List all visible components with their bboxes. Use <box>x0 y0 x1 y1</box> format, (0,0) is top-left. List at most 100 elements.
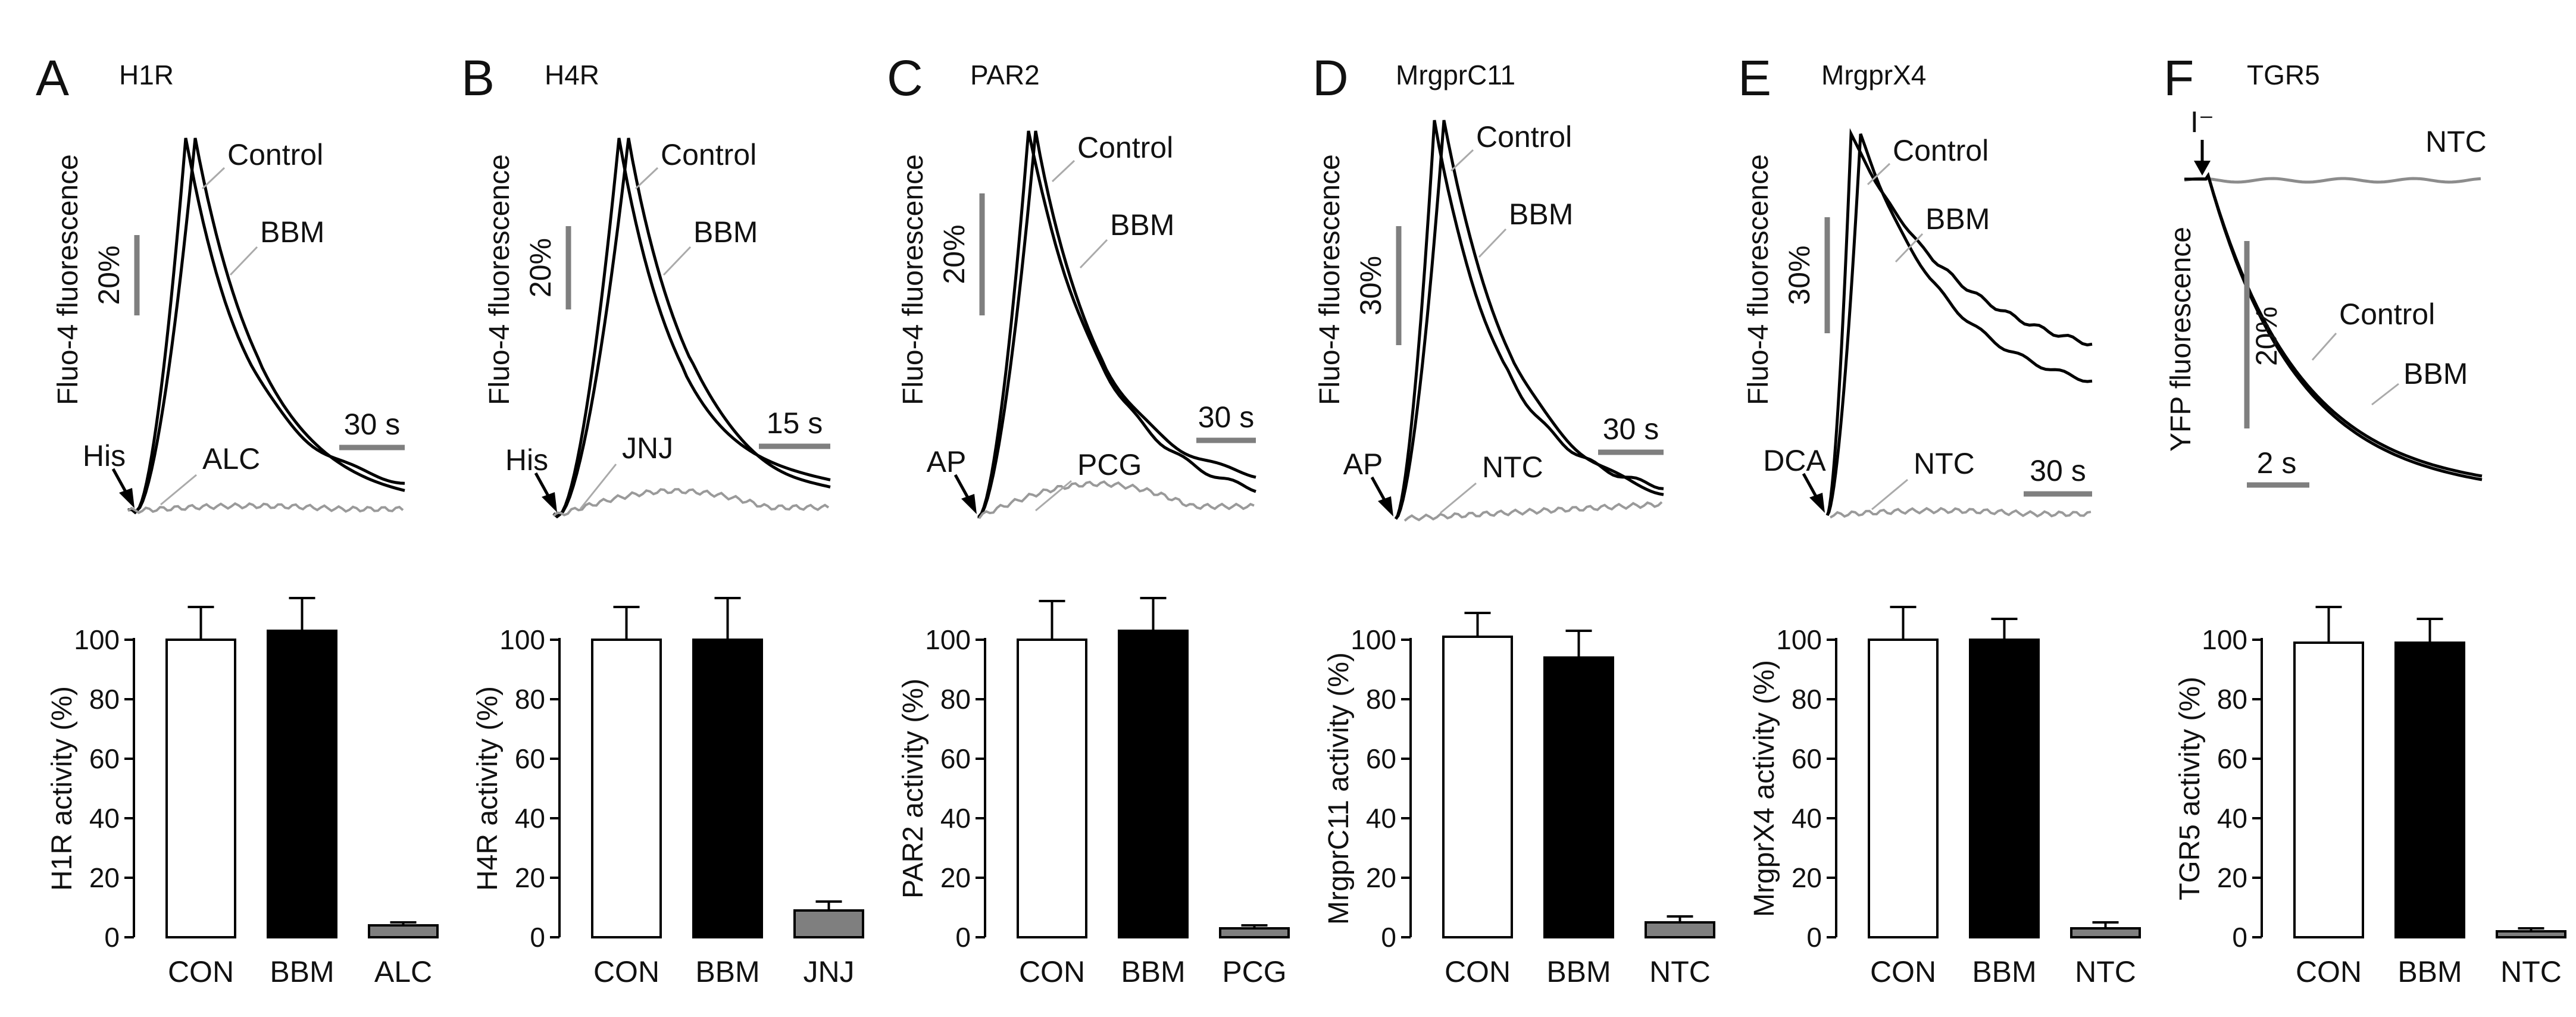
control-leader <box>1450 149 1474 172</box>
x-scale-label: 2 s <box>2257 446 2297 480</box>
category-label: BBM <box>2397 955 2462 988</box>
bar-con <box>165 639 236 938</box>
panel-title: H1R <box>119 60 174 90</box>
antagonist-leader <box>1035 480 1072 512</box>
stimulus-label: His <box>83 439 126 472</box>
trace-line-bbm <box>552 137 831 519</box>
trace-line-control <box>1825 128 2093 516</box>
bar-ntc <box>2070 927 2141 938</box>
y-tick-label: 80 <box>515 684 545 715</box>
trace-line-bbm <box>1825 133 2093 517</box>
y-scale-label: 20% <box>92 245 126 305</box>
trace-y-axis-title: Fluo-4 fluorescence <box>484 154 515 405</box>
bar-chart-a: 0 20 40 60 80 100 H1R activity (%) CON BBM ALC <box>46 597 439 988</box>
y-tick-label: 60 <box>1366 743 1396 774</box>
bbm-label: BBM <box>1509 198 1573 231</box>
antagonist-label: JNJ <box>622 431 673 465</box>
category-label: CON <box>1445 955 1511 988</box>
bbm-label: BBM <box>693 215 758 249</box>
panel-title: PAR2 <box>970 60 1040 90</box>
bbm-leader <box>662 246 692 276</box>
bar-bbm <box>692 639 763 938</box>
stimulus-arrowhead <box>1378 496 1393 517</box>
antagonist-label: ALC <box>202 442 260 475</box>
stimulus-arrowhead <box>119 488 135 508</box>
trace-panel-b: B H4R 20% 15 s Fluo-4 fluorescence His Control… <box>461 50 831 519</box>
x-scale-label: 15 s <box>767 406 823 440</box>
y-tick-label: 0 <box>104 922 120 953</box>
trace-line-control <box>2184 172 2483 478</box>
bbm-leader <box>1478 228 1507 258</box>
control-leader <box>201 167 226 190</box>
category-label: CON <box>1870 955 1936 988</box>
category-label: BBM <box>695 955 759 988</box>
bar-y-axis-title: H4R activity (%) <box>472 686 504 891</box>
antagonist-leader <box>160 474 197 506</box>
trace-y-axis-title: Fluo-4 fluorescence <box>1743 154 1774 405</box>
y-tick-label: 100 <box>499 624 545 655</box>
bar-y-axis-title: TGR5 activity (%) <box>2174 677 2206 900</box>
x-scale-label: 30 s <box>1198 400 1255 434</box>
bar-y-axis-title: MrgprC11 activity (%) <box>1323 652 1355 925</box>
y-tick-label: 0 <box>1806 922 1822 953</box>
trace-line-bbm <box>127 137 405 515</box>
stimulus-label: His <box>505 443 548 477</box>
y-tick-label: 20 <box>940 862 971 893</box>
y-tick-label: 20 <box>1792 862 1822 893</box>
y-tick-label: 0 <box>955 922 971 953</box>
category-label: CON <box>593 955 659 988</box>
y-tick-label: 40 <box>1366 803 1396 834</box>
y-tick-label: 80 <box>1792 684 1822 715</box>
bbm-label: BBM <box>1110 208 1174 242</box>
bar-y-axis-title: MrgprX4 activity (%) <box>1749 660 1780 917</box>
panel-title: H4R <box>545 60 599 90</box>
trace-panel-a: A H1R 20% 30 s Fluo-4 fluorescence His Control… <box>36 50 405 515</box>
y-tick-label: 40 <box>2217 803 2247 834</box>
control-label: Control <box>2339 298 2435 331</box>
y-tick-label: 0 <box>530 922 545 953</box>
stimulus-arrowhead <box>1809 493 1825 513</box>
bar-con <box>591 639 662 938</box>
trace-y-axis-title: Fluo-4 fluorescence <box>898 154 929 405</box>
stimulus-arrowhead <box>542 492 557 512</box>
y-tick-label: 100 <box>74 624 120 655</box>
y-tick-label: 60 <box>1792 743 1822 774</box>
y-tick-label: 100 <box>1776 624 1822 655</box>
category-label: NTC <box>1649 955 1711 988</box>
x-scale-label: 30 s <box>2030 454 2086 487</box>
panel-letter: B <box>461 50 495 106</box>
bbm-leader <box>1079 239 1108 269</box>
y-tick-label: 100 <box>925 624 971 655</box>
category-label: NTC <box>2075 955 2136 988</box>
stimulus-label: DCA <box>1763 444 1826 477</box>
y-tick-label: 80 <box>1366 684 1396 715</box>
y-scale-label: 20% <box>524 238 557 298</box>
stimulus-label: AP <box>1343 448 1383 481</box>
category-label: BBM <box>1972 955 2036 988</box>
trace-y-axis-title: Fluo-4 fluorescence <box>1314 154 1346 405</box>
y-tick-label: 20 <box>2217 862 2247 893</box>
trace-line-bbm <box>2184 172 2483 481</box>
trace-line-antagonist <box>1830 506 2092 519</box>
bbm-leader <box>229 246 258 276</box>
x-scale-label: 30 s <box>344 408 401 441</box>
y-tick-label: 40 <box>89 803 120 834</box>
bar-ntc <box>2496 930 2566 938</box>
trace-line-antagonist <box>2184 177 2481 184</box>
panel-title: TGR5 <box>2247 60 2320 90</box>
category-label: PCG <box>1222 955 1286 988</box>
trace-line-antagonist <box>978 480 1255 520</box>
y-tick-label: 20 <box>89 862 120 893</box>
trace-line-antagonist <box>1403 501 1663 522</box>
bar-chart-c: 0 20 40 60 80 100 PAR2 activity (%) CON BBM PCG <box>898 597 1290 988</box>
y-tick-label: 40 <box>940 803 971 834</box>
bar-y-axis-title: H1R activity (%) <box>46 686 78 891</box>
category-label: BBM <box>1121 955 1185 988</box>
trace-line-bbm <box>1394 120 1664 520</box>
trace-line-control <box>552 137 831 519</box>
panel-letter: C <box>887 50 923 106</box>
y-scale-label: 20% <box>937 224 971 284</box>
control-label: Control <box>1476 120 1572 154</box>
antagonist-label: PCG <box>1077 448 1142 481</box>
